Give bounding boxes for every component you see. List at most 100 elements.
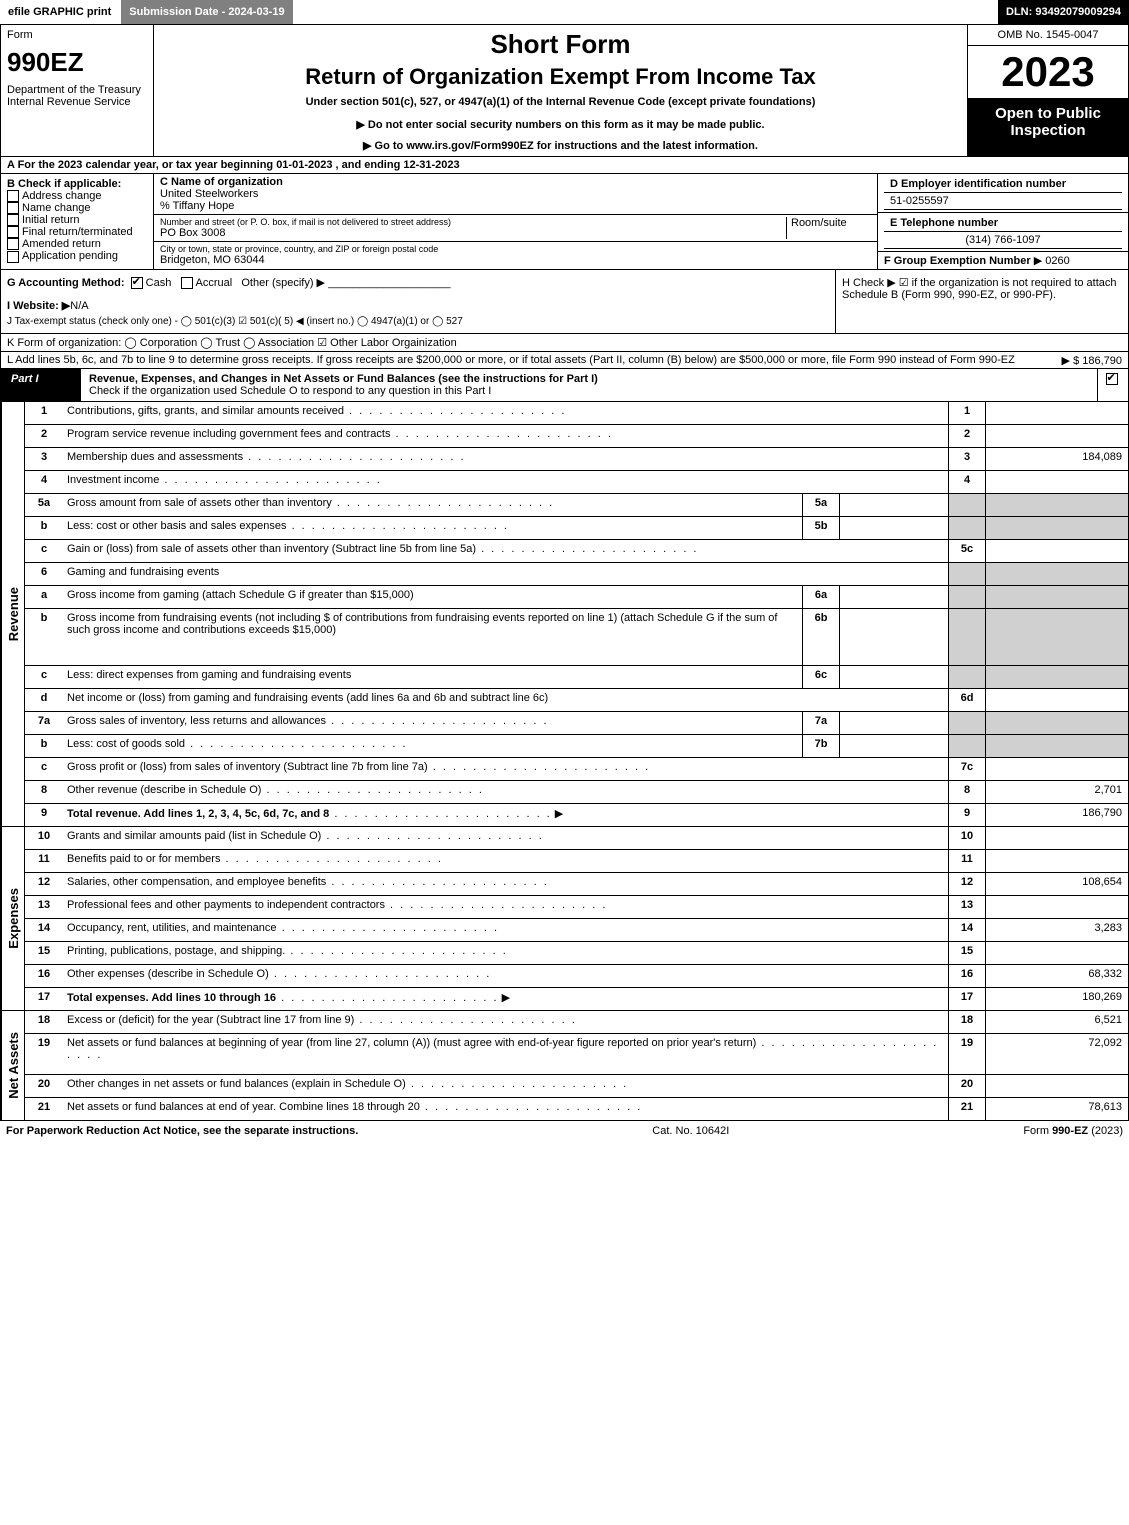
ein-block: D Employer identification number 51-0255… [878, 174, 1128, 213]
under-section: Under section 501(c), 527, or 4947(a)(1)… [158, 96, 963, 108]
opt-application-pending[interactable]: Application pending [7, 250, 147, 262]
line-5b: b Less: cost or other basis and sales ex… [25, 517, 1128, 540]
city-label: City or town, state or province, country… [160, 244, 871, 254]
street-label: Number and street (or P. O. box, if mail… [160, 217, 786, 227]
row-a-calendar-year: A For the 2023 calendar year, or tax yea… [0, 157, 1129, 174]
line-8: 8 Other revenue (describe in Schedule O)… [25, 781, 1128, 804]
spacer [295, 0, 998, 24]
care-of: % Tiffany Hope [160, 200, 871, 212]
row-l-gross-receipts: L Add lines 5b, 6c, and 7b to line 9 to … [0, 352, 1129, 369]
footer-center: Cat. No. 10642I [652, 1125, 729, 1137]
street-value: PO Box 3008 [160, 227, 786, 239]
line-20: 20 Other changes in net assets or fund b… [25, 1075, 1128, 1098]
net-assets-side-label: Net Assets [1, 1011, 25, 1120]
b-label: B Check if applicable: [7, 178, 147, 190]
line-14: 14 Occupancy, rent, utilities, and maint… [25, 919, 1128, 942]
line-13: 13 Professional fees and other payments … [25, 896, 1128, 919]
footer-left: For Paperwork Reduction Act Notice, see … [6, 1125, 358, 1137]
row-l-amount: ▶ $ 186,790 [1062, 354, 1122, 367]
tax-year: 2023 [968, 46, 1128, 99]
phone-label: E Telephone number [884, 215, 1122, 232]
short-form-title: Short Form [158, 29, 963, 60]
line-11: 11 Benefits paid to or for members 11 [25, 850, 1128, 873]
header-left: Form 990EZ Department of the Treasury In… [1, 25, 154, 156]
line-7c: c Gross profit or (loss) from sales of i… [25, 758, 1128, 781]
section-h: H Check ▶ ☑ if the organization is not r… [835, 270, 1128, 333]
city-value: Bridgeton, MO 63044 [160, 254, 871, 266]
group-block: F Group Exemption Number ▶ 0260 [878, 252, 1128, 269]
line-1: 1 Contributions, gifts, grants, and simi… [25, 402, 1128, 425]
opt-address-change[interactable]: Address change [7, 190, 147, 202]
c-name-label: C Name of organization [160, 176, 871, 188]
revenue-group: Revenue 1 Contributions, gifts, grants, … [1, 402, 1128, 826]
line-15: 15 Printing, publications, postage, and … [25, 942, 1128, 965]
goto-link[interactable]: ▶ Go to www.irs.gov/Form990EZ for instru… [158, 139, 963, 152]
line-7b: b Less: cost of goods sold 7b [25, 735, 1128, 758]
line-18: 18 Excess or (deficit) for the year (Sub… [25, 1011, 1128, 1034]
line-6a: a Gross income from gaming (attach Sched… [25, 586, 1128, 609]
line-19: 19 Net assets or fund balances at beginn… [25, 1034, 1128, 1075]
phone-block: E Telephone number (314) 766-1097 [878, 213, 1128, 252]
net-assets-group: Net Assets 18 Excess or (deficit) for th… [1, 1010, 1128, 1120]
room-suite: Room/suite [786, 217, 871, 239]
line-2: 2 Program service revenue including gove… [25, 425, 1128, 448]
org-city-block: City or town, state or province, country… [154, 242, 877, 268]
line-21: 21 Net assets or fund balances at end of… [25, 1098, 1128, 1120]
header-center: Short Form Return of Organization Exempt… [154, 25, 967, 156]
form-header: Form 990EZ Department of the Treasury In… [0, 24, 1129, 157]
form-label: Form [7, 29, 147, 41]
col-d-e-f: D Employer identification number 51-0255… [877, 174, 1128, 269]
line-6: 6 Gaming and fundraising events [25, 563, 1128, 586]
col-c-org-info: C Name of organization United Steelworke… [154, 174, 877, 269]
open-inspection: Open to Public Inspection [968, 99, 1128, 156]
dln-label: DLN: 93492079009294 [998, 0, 1129, 24]
line-12: 12 Salaries, other compensation, and emp… [25, 873, 1128, 896]
top-bar: efile GRAPHIC print Submission Date - 20… [0, 0, 1129, 24]
line-10: 10 Grants and similar amounts paid (list… [25, 827, 1128, 850]
line-table: Revenue 1 Contributions, gifts, grants, … [0, 402, 1129, 1121]
efile-label[interactable]: efile GRAPHIC print [0, 0, 121, 24]
website-row: I Website: ▶N/A [7, 299, 829, 312]
line-16: 16 Other expenses (describe in Schedule … [25, 965, 1128, 988]
opt-amended-return[interactable]: Amended return [7, 238, 147, 250]
expenses-group: Expenses 10 Grants and similar amounts p… [1, 826, 1128, 1010]
phone-value: (314) 766-1097 [884, 232, 1122, 249]
irs-label: Internal Revenue Service [7, 96, 147, 108]
line-3: 3 Membership dues and assessments 3 184,… [25, 448, 1128, 471]
footer-right: Form 990-EZ (2023) [1023, 1125, 1123, 1137]
col-b-checkboxes: B Check if applicable: Address change Na… [1, 174, 154, 269]
return-title: Return of Organization Exempt From Incom… [158, 64, 963, 90]
submission-date: Submission Date - 2024-03-19 [121, 0, 294, 24]
line-5a: 5a Gross amount from sale of assets othe… [25, 494, 1128, 517]
ein-label: D Employer identification number [884, 176, 1122, 193]
part-i-header: Part I Revenue, Expenses, and Changes in… [0, 369, 1129, 402]
org-name-block: C Name of organization United Steelworke… [154, 174, 877, 215]
row-k-form-of-org: K Form of organization: ◯ Corporation ◯ … [0, 334, 1129, 352]
part-i-title: Revenue, Expenses, and Changes in Net As… [81, 369, 1097, 401]
line-4: 4 Investment income 4 [25, 471, 1128, 494]
line-6d: d Net income or (loss) from gaming and f… [25, 689, 1128, 712]
part-i-checkbox[interactable] [1097, 369, 1128, 401]
accounting-method: G Accounting Method: Cash Accrual Other … [7, 276, 829, 289]
ein-value: 51-0255597 [884, 193, 1122, 210]
line-17: 17 Total expenses. Add lines 10 through … [25, 988, 1128, 1010]
opt-final-return[interactable]: Final return/terminated [7, 226, 147, 238]
line-5c: c Gain or (loss) from sale of assets oth… [25, 540, 1128, 563]
org-address-block: Number and street (or P. O. box, if mail… [154, 215, 877, 242]
org-name: United Steelworkers [160, 188, 871, 200]
form-number: 990EZ [7, 47, 147, 78]
tax-exempt-status: J Tax-exempt status (check only one) - ◯… [7, 316, 829, 327]
section-g-left: G Accounting Method: Cash Accrual Other … [1, 270, 835, 333]
expenses-side-label: Expenses [1, 827, 25, 1010]
opt-name-change[interactable]: Name change [7, 202, 147, 214]
h-check-text: H Check ▶ ☑ if the organization is not r… [842, 276, 1122, 301]
section-g-h: G Accounting Method: Cash Accrual Other … [0, 270, 1129, 334]
section-b-to-f: B Check if applicable: Address change Na… [0, 174, 1129, 270]
line-9: 9 Total revenue. Add lines 1, 2, 3, 4, 5… [25, 804, 1128, 826]
opt-initial-return[interactable]: Initial return [7, 214, 147, 226]
page-footer: For Paperwork Reduction Act Notice, see … [0, 1121, 1129, 1141]
revenue-side-label: Revenue [1, 402, 25, 826]
line-7a: 7a Gross sales of inventory, less return… [25, 712, 1128, 735]
omb-number: OMB No. 1545-0047 [968, 25, 1128, 46]
line-6b: b Gross income from fundraising events (… [25, 609, 1128, 666]
